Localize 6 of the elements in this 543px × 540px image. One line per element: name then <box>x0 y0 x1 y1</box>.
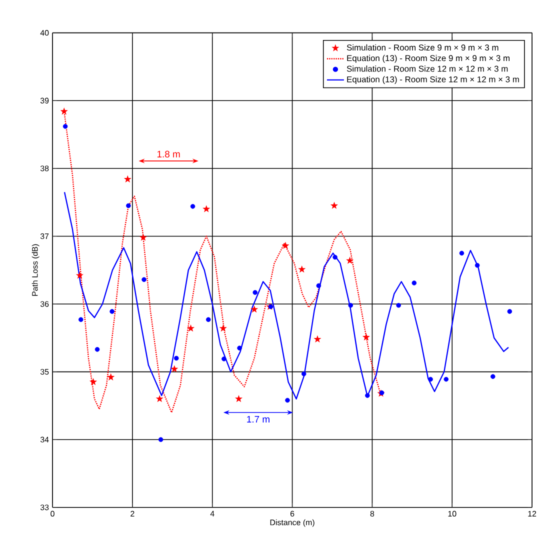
legend-label: Equation (13) - Room Size 12 m × 12 m × 3 m <box>347 76 519 84</box>
legend-label: Simulation - Room Size 9 m × 9 m × 3 m <box>346 44 498 50</box>
annotation: 1.7 m <box>247 416 270 422</box>
legend-label: Simulation - Room Size 12 m × 12 m × 3 m <box>346 65 508 72</box>
annotation: 1.8 m <box>157 150 180 158</box>
legend-label: Equation (13) - Room Size 9 m × 9 m × 3 m <box>347 54 510 63</box>
